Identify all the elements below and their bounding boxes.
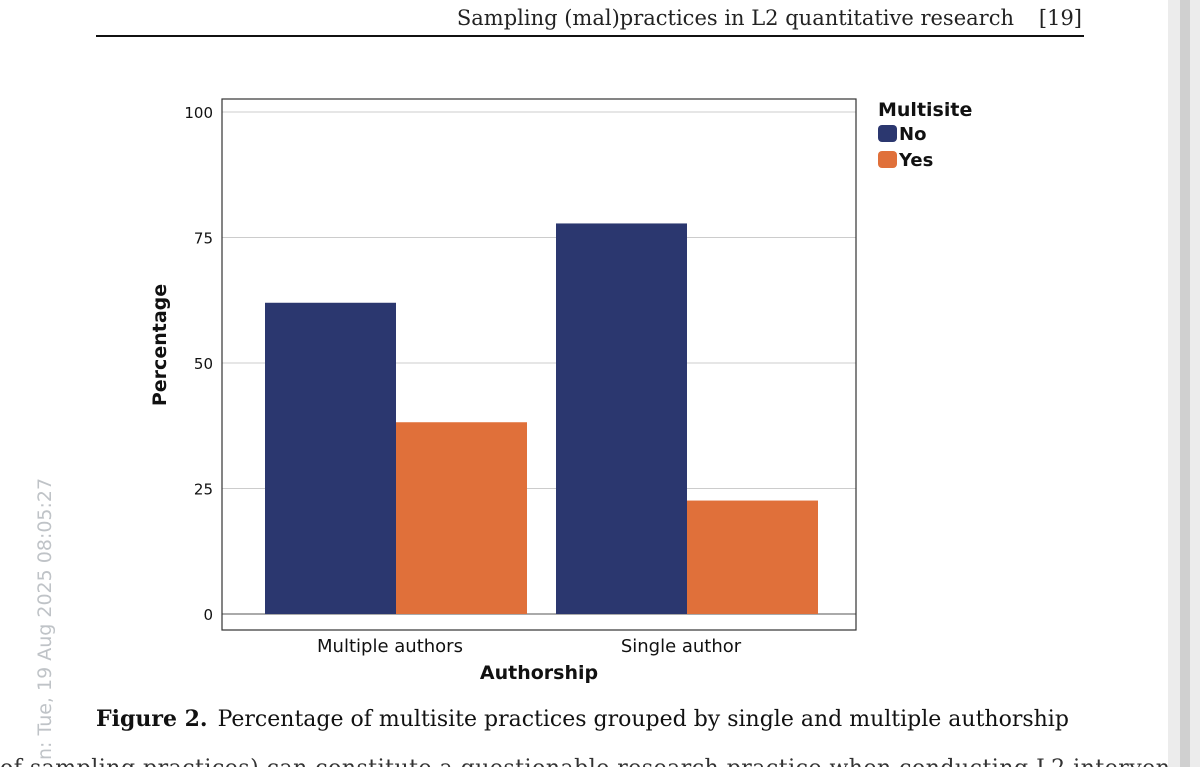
bar-yes-0 <box>396 422 527 614</box>
y-tick-label: 25 <box>194 481 213 499</box>
legend-entry-yes: Yes <box>898 150 933 171</box>
vertical-scrollbar[interactable] <box>1180 0 1190 767</box>
bar-yes-1 <box>687 500 818 614</box>
legend-swatch-no <box>878 125 897 142</box>
plot-frame <box>221 98 857 631</box>
legend-title: Multisite <box>878 99 972 121</box>
download-timestamp: n: Tue, 19 Aug 2025 08:05:27 <box>34 477 56 760</box>
bar-no-0 <box>265 302 396 614</box>
figure-label: Figure 2. <box>96 706 208 732</box>
cut-off-body-text: of sampling practices) can constitute a … <box>0 752 1168 767</box>
running-header-title: Sampling (mal)practices in L2 quantitati… <box>456 6 1014 30</box>
legend: Multisite No Yes <box>878 99 972 171</box>
y-tick-label: 100 <box>184 104 213 122</box>
x-tick-label: Multiple authors <box>317 636 463 657</box>
legend-entry-no: No <box>899 124 926 145</box>
bar-no-1 <box>556 223 687 614</box>
y-tick-label: 0 <box>203 606 213 624</box>
y-axis: 0 25 50 75 100 <box>184 104 213 624</box>
figure-caption: Figure 2. Percentage of multisite practic… <box>96 706 1069 732</box>
cut-off-body-text-line: of sampling practices) can constitute a … <box>0 756 1168 767</box>
y-tick-label: 75 <box>194 230 213 248</box>
document-page: Sampling (mal)practices in L2 quantitati… <box>0 4 1168 767</box>
bar-chart: 0 25 50 75 100 Multiple authors Single author… <box>149 98 972 684</box>
y-axis-label: Percentage <box>149 284 171 406</box>
running-header: Sampling (mal)practices in L2 quantitati… <box>96 4 1084 34</box>
y-tick-label: 50 <box>194 355 213 373</box>
x-axis-label: Authorship <box>480 662 598 684</box>
figure-caption-text: Percentage of multisite practices groupe… <box>217 707 1069 732</box>
header-rule <box>96 35 1084 37</box>
page-number: [19] <box>1038 6 1082 30</box>
bars <box>265 223 818 614</box>
legend-swatch-yes <box>878 151 897 168</box>
x-axis: Multiple authors Single author <box>317 636 742 657</box>
x-tick-label: Single author <box>621 636 742 657</box>
